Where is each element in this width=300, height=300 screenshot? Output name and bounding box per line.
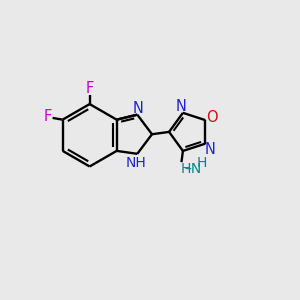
Text: –N: –N — [184, 162, 201, 176]
Text: H: H — [181, 162, 191, 176]
Text: N: N — [176, 99, 187, 114]
Text: NH: NH — [125, 156, 146, 170]
Text: N: N — [204, 142, 215, 157]
Text: N: N — [132, 101, 143, 116]
Text: F: F — [43, 109, 51, 124]
Text: O: O — [206, 110, 218, 125]
Text: F: F — [85, 81, 94, 96]
Text: H: H — [196, 156, 207, 170]
